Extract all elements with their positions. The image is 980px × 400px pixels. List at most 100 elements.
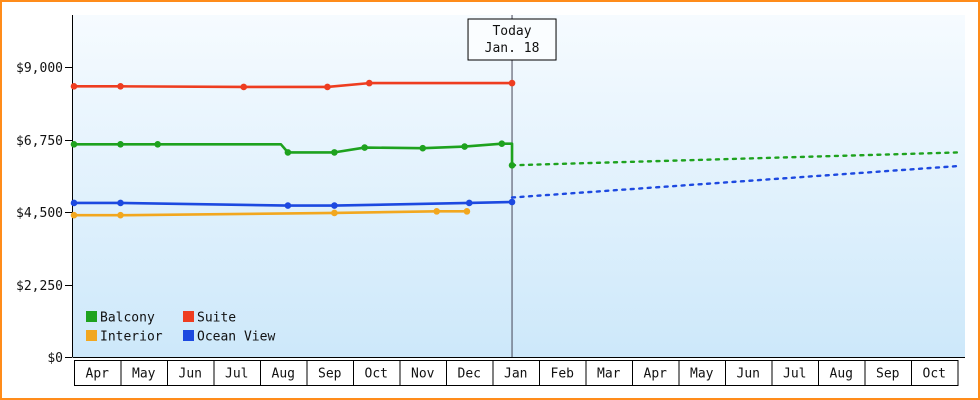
month-cell: Nov (399, 360, 447, 386)
month-label: Jun (179, 367, 202, 382)
month-cell-box (74, 360, 122, 386)
series-interior-point (331, 209, 338, 217)
month-cell: Jun (167, 360, 215, 386)
month-label: May (690, 367, 714, 382)
y-tick-label: $0 (47, 351, 63, 366)
y-tick-label: $6,750 (16, 134, 63, 149)
month-label: May (132, 367, 156, 382)
month-cell-box (492, 360, 540, 386)
today-label: Today (492, 24, 531, 39)
legend-swatch-balcony (86, 311, 97, 322)
month-cell-box (725, 360, 773, 386)
legend-label-balcony: Balcony (100, 311, 155, 326)
series-balcony-point (461, 143, 468, 150)
series-suite (70, 79, 516, 91)
series-ocean-view (70, 164, 962, 209)
month-cell-box (167, 360, 215, 386)
y-tick-label: $4,500 (16, 206, 63, 221)
month-label: Oct (365, 367, 388, 382)
today-label-box (467, 18, 557, 61)
month-cell-box (911, 360, 959, 386)
series-suite-point (508, 79, 516, 87)
series-interior-point (463, 208, 471, 215)
legend-item-suite: Suite (183, 311, 236, 326)
month-cell: Sep (306, 360, 354, 386)
month-label: Oct (923, 367, 946, 382)
series-ocean-view-point (284, 202, 292, 209)
month-cell: Jul (213, 360, 261, 386)
month-cell-box (120, 360, 168, 386)
y-tick-label: $9,000 (16, 61, 63, 76)
series-interior-point (433, 208, 441, 215)
month-cell: Jul (771, 360, 819, 386)
month-cell-box (260, 360, 308, 386)
month-cell-box (632, 360, 680, 386)
legend-item-ocean-view: Ocean View (183, 330, 275, 345)
month-label: Jun (737, 367, 760, 382)
month-cell-box (399, 360, 447, 386)
series-ocean-view-point (70, 199, 78, 207)
month-cell: Dec (446, 360, 494, 386)
series-ocean-view-solid-line (74, 200, 513, 207)
month-label: Jul (783, 367, 806, 382)
month-cell-box (771, 360, 819, 386)
plot-area (73, 15, 965, 357)
series-suite-point (70, 83, 78, 90)
month-cell: Oct (353, 360, 401, 386)
series-ocean-view-point (117, 199, 124, 207)
series-balcony-point (154, 141, 161, 148)
series-ocean-view-point (508, 198, 516, 206)
month-cell: Jun (725, 360, 773, 386)
series-ocean-view-point (465, 199, 473, 207)
series-ocean-view-point (331, 202, 338, 209)
series-interior-point (70, 211, 78, 219)
month-cell-box (539, 360, 587, 386)
month-label: Feb (551, 367, 575, 382)
series-suite-point (324, 83, 331, 91)
month-cell: May (678, 360, 726, 386)
month-cell: May (120, 360, 168, 386)
series-ocean-view-projection-line (510, 164, 962, 199)
legend-item-interior: Interior (86, 330, 163, 345)
month-cell: Feb (539, 360, 587, 386)
series-suite-solid-line (74, 81, 513, 89)
month-cell: Oct (911, 360, 959, 386)
month-label: Aug (272, 367, 295, 382)
legend-label-ocean-view: Ocean View (197, 330, 275, 345)
month-label: Aug (830, 367, 853, 382)
month-cell: Aug (818, 360, 866, 386)
series-suite-point (365, 79, 373, 87)
month-cell-box (585, 360, 633, 386)
month-cell: Sep (864, 360, 912, 386)
month-label: Jan (504, 367, 527, 382)
series-interior (70, 208, 471, 219)
month-cell-box (213, 360, 261, 386)
legend-label-suite: Suite (197, 311, 236, 326)
month-cell: Mar (585, 360, 633, 386)
legend-label-interior: Interior (100, 330, 163, 345)
series-balcony-projection-line (510, 151, 962, 167)
month-label: Apr (86, 367, 110, 382)
legend-swatch-suite (183, 311, 194, 322)
series-balcony-point (117, 141, 124, 148)
month-label: Sep (876, 367, 900, 382)
today-date-label: Jan. 18 (485, 41, 540, 56)
month-cell: Apr (632, 360, 680, 386)
series-interior-point (117, 211, 124, 219)
series-balcony-point (498, 140, 506, 147)
month-cell-box (678, 360, 726, 386)
month-label: Mar (597, 367, 621, 382)
legend-swatch-ocean-view (183, 330, 194, 341)
series-balcony-point (284, 149, 292, 156)
today-marker: Today Jan. 18 (467, 18, 557, 61)
month-label: Dec (458, 367, 481, 382)
month-label: Apr (644, 367, 668, 382)
series-balcony-point (70, 141, 78, 148)
series-suite-point (240, 83, 248, 91)
series-balcony-point (331, 149, 338, 156)
y-tick-label: $2,250 (16, 279, 63, 294)
month-cell-box (446, 360, 494, 386)
legend-item-balcony: Balcony (86, 311, 155, 326)
